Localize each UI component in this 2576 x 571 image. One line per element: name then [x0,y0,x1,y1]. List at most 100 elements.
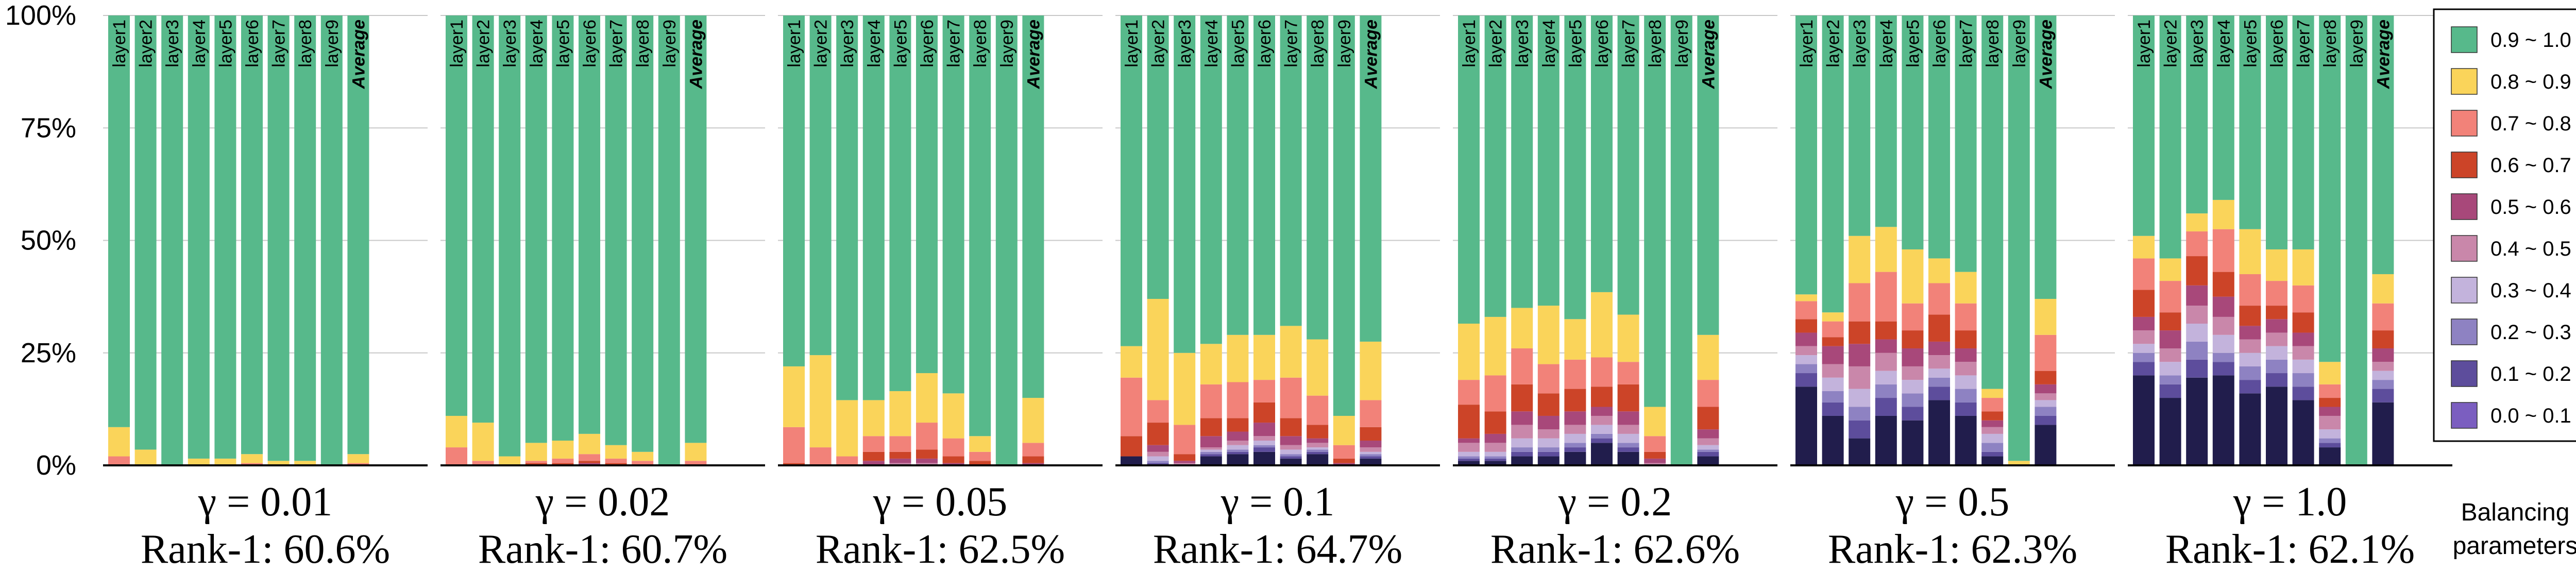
bar-label: layer3 [2188,20,2207,68]
bar-segment [2372,380,2394,389]
bar-segment [1591,443,1613,465]
bar-segment [685,443,707,461]
bar-segment [889,451,911,459]
bar-segment [1537,393,1560,416]
bar-segment [1458,456,1480,459]
bar-segment [1591,433,1613,439]
bar-segment [2035,393,2057,400]
bar-label: layer8 [296,20,315,68]
bar-segment [1955,375,1977,389]
bar-segment-top [916,15,938,374]
bar-segment-top [108,15,130,427]
bar-segment [1875,384,1897,398]
bar-label: layer2 [811,20,831,68]
bar-segment [1333,458,1355,463]
bar-label: layer7 [607,20,626,68]
bar-segment [579,433,600,455]
bar-segment [2133,344,2155,353]
bar-segment-top [1537,15,1560,306]
bar-label: layer4 [527,20,547,68]
bar-label: Average [2036,20,2056,89]
bar-segment [1564,425,1586,434]
bar-segment-top [1253,15,1275,335]
bar-segment [1822,402,1844,416]
bar-segment [1227,451,1249,455]
bar-label: layer1 [447,20,467,68]
bar-Average: Average [1360,15,1382,465]
bar-segment [2212,334,2234,353]
panel-rank1: Rank-1: 60.6% [141,527,390,571]
bar-segment [1849,344,1871,366]
bar-segment [2319,398,2341,407]
legend-entry: 0.4 ~ 0.5 [2451,235,2571,262]
bar-segment [1902,303,1924,331]
bar-label: layer5 [1566,20,1585,68]
bar-segment [1333,445,1355,459]
bar-segment [1875,371,1897,384]
bar-label: layer8 [1983,20,2003,68]
bar-segment [2159,375,2181,384]
bar-segment [889,458,911,463]
bar-segment [2212,362,2234,376]
bar-segment [1333,463,1355,465]
bar-segment [1307,447,1329,450]
bar-segment [1822,364,1844,378]
bar-segment [783,463,805,465]
bar-segment [1227,454,1249,465]
panel-rank1: Rank-1: 62.5% [816,527,1065,571]
bar-segment-top [161,15,183,465]
bar-layer3: layer3 [499,15,521,465]
bar-segment [1644,458,1666,463]
bar-segment [2292,373,2314,387]
bar-segment [1902,407,1924,421]
bar-label: layer9 [2010,20,2029,68]
bar-segment [916,463,938,465]
bar-segment [1307,438,1329,443]
bar-segment [1822,321,1844,338]
bar-label: layer6 [580,20,600,68]
bar-segment [1697,407,1719,430]
bar-segment [1795,332,1817,346]
bar-segment [1697,445,1719,450]
bar-segment [2186,359,2208,378]
bar-segment [1822,391,1844,402]
bar-segment [1227,445,1249,450]
bar-label: layer7 [944,20,964,68]
bar-segment [1902,393,1924,407]
bar-segment [1253,445,1275,448]
bar-segment-top [783,15,805,366]
legend-label: 0.5 ~ 0.6 [2490,196,2571,219]
bar-layer8: layer8 [294,15,316,465]
bar-segment [1902,366,1924,380]
bar-segment [889,463,911,465]
bar-segment [2133,362,2155,376]
bar-Average: Average [2035,15,2057,465]
bar-segment [552,458,574,463]
bar-segment [267,461,290,465]
bar-segment [1795,294,1817,301]
bar-segment [1174,461,1196,463]
bar-layer5: layer5 [1902,15,1924,465]
bar-layer8: layer8 [1644,15,1666,465]
bar-segment [1617,443,1639,448]
bar-layer2: layer2 [472,15,494,465]
bar-layer6: layer6 [241,15,263,465]
bar-segment [1147,456,1169,461]
bar-segment [2266,346,2287,360]
bar-label: layer4 [1877,20,1896,68]
bar-segment [1307,339,1329,396]
bar-layer8: layer8 [2319,15,2341,465]
bar-Average: Average [1022,15,1044,465]
legend-swatch [2451,235,2478,262]
bar-segment [1795,355,1817,364]
bar-segment [552,440,574,459]
bar-segment-top [1458,15,1480,324]
bar-segment [1360,427,1382,441]
bar-label: layer4 [1202,20,1222,68]
bar-segment-top [836,15,858,400]
bar-layer9: layer9 [320,15,343,465]
legend-title-line1: Balancing [2461,499,2570,526]
bar-segment [1822,337,1844,346]
bar-segment [241,463,263,465]
bar-segment-top [1928,15,1950,259]
